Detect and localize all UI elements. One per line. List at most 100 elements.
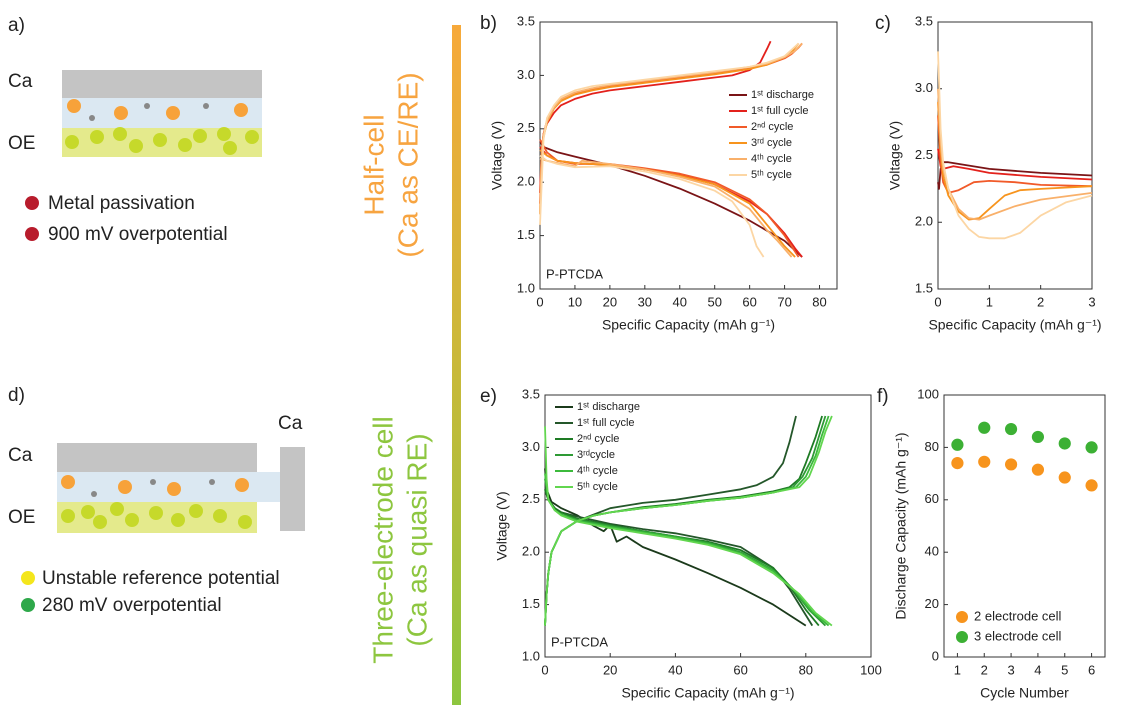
legend-label: 4ᵗʰ cycle xyxy=(751,153,792,165)
x-tick-label: 100 xyxy=(860,662,882,677)
y-tick-label: 2.0 xyxy=(517,174,535,189)
bullet xyxy=(21,571,35,585)
curve xyxy=(544,415,827,627)
x-tick-label: 6 xyxy=(1088,662,1095,677)
layer-label: Ca xyxy=(8,445,33,466)
point xyxy=(1057,436,1072,451)
y-tick-label: 40 xyxy=(925,544,939,559)
y-tick-label: 0 xyxy=(932,648,939,663)
chart: b) 1.0 1.5 2.0 2.5 3.0 3.5 0 10 20 30 40 50 60 70 80 Spe… xyxy=(480,13,838,333)
note: 280 mV overpotential xyxy=(42,595,222,616)
x-tick-label: 4 xyxy=(1034,662,1041,677)
chart: c) 1.5 2.0 2.5 3.0 3.5 0 1 2 3 Specific Capacity (… xyxy=(875,13,1102,333)
x-axis-label: Specific Capacity (mAh g⁻¹) xyxy=(621,685,794,701)
legend-label: 3 electrode cell xyxy=(974,628,1062,643)
x-tick-label: 80 xyxy=(799,662,813,677)
x-tick-label: 30 xyxy=(638,294,652,309)
y-axis-label: Voltage (V) xyxy=(494,491,510,560)
side-title: Three-electrode cell xyxy=(367,416,398,663)
y-tick-label: 80 xyxy=(925,439,939,454)
x-tick-label: 60 xyxy=(742,294,756,309)
y-tick-label: 20 xyxy=(925,596,939,611)
y-tick-label: 3.5 xyxy=(522,386,540,401)
legend-label: 4ᵗʰ cycle xyxy=(577,465,618,477)
legend-label: 2 electrode cell xyxy=(974,608,1062,623)
curve xyxy=(544,468,807,627)
point xyxy=(1031,430,1045,444)
x-axis-label: Specific Capacity (mAh g⁻¹) xyxy=(602,317,775,333)
ca-electrode xyxy=(280,447,305,531)
x-tick-label: 5 xyxy=(1061,662,1068,677)
curve xyxy=(539,42,803,258)
curve xyxy=(937,161,1093,190)
point xyxy=(1004,422,1018,436)
legend-marker xyxy=(956,611,968,623)
ca-layer xyxy=(57,443,257,472)
x-axis-label: Specific Capacity (mAh g⁻¹) xyxy=(928,317,1101,333)
side-subtitle: (Ca as quasi RE) xyxy=(401,433,432,646)
point xyxy=(977,454,992,469)
note: 900 mV overpotential xyxy=(48,224,228,245)
panel-label: a) xyxy=(8,15,25,36)
y-tick-label: 3.5 xyxy=(517,13,535,28)
legend-label: 5ᵗʰ cycle xyxy=(577,481,618,493)
x-tick-label: 2 xyxy=(1037,294,1044,309)
x-tick-label: 80 xyxy=(812,294,826,309)
bullet xyxy=(25,196,39,210)
curve xyxy=(539,42,800,258)
x-tick-label: 70 xyxy=(777,294,791,309)
panel-label: d) xyxy=(8,385,25,406)
y-tick-label: 3.0 xyxy=(915,80,933,95)
x-tick-label: 2 xyxy=(981,662,988,677)
y-tick-label: 2.5 xyxy=(915,147,933,162)
layer-label: OE xyxy=(8,133,35,154)
panel-a: a) Ca OE Metal passivation 900 mV overpo… xyxy=(8,15,262,245)
electrolyte-layer xyxy=(62,98,262,128)
divider-bar xyxy=(452,25,461,705)
y-tick-label: 1.5 xyxy=(522,596,540,611)
y-tick-label: 1.5 xyxy=(517,227,535,242)
panel-label: b) xyxy=(480,13,497,34)
chart: e) 1.0 1.5 2.0 2.5 3.0 3.5 0 20 40 60 80 100 Specific… xyxy=(480,386,882,701)
point xyxy=(1084,440,1099,455)
note: Unstable reference potential xyxy=(42,568,280,589)
curve xyxy=(937,115,1093,194)
y-tick-label: 3.5 xyxy=(915,13,933,28)
bullet xyxy=(25,227,39,241)
curve xyxy=(544,415,833,627)
side-subtitle: (Ca as CE/RE) xyxy=(392,72,423,257)
particles xyxy=(61,475,252,529)
curve xyxy=(937,51,1093,240)
x-tick-label: 10 xyxy=(568,294,582,309)
x-tick-label: 50 xyxy=(707,294,721,309)
point xyxy=(977,420,992,435)
legend-label: 3ʳᵈcycle xyxy=(577,449,615,461)
point xyxy=(1004,457,1018,472)
x-tick-label: 40 xyxy=(668,662,682,677)
panel-label: f) xyxy=(877,386,889,407)
point xyxy=(1084,478,1099,493)
legend-label: 1ˢᵗ discharge xyxy=(577,401,640,413)
curve xyxy=(937,88,1093,221)
particles xyxy=(65,99,259,155)
x-tick-label: 3 xyxy=(1088,294,1095,309)
legend-label: 3ʳᵈ cycle xyxy=(751,137,792,149)
y-tick-label: 3.0 xyxy=(517,67,535,82)
y-tick-label: 100 xyxy=(917,386,939,401)
x-axis-label: Cycle Number xyxy=(980,685,1069,701)
curve xyxy=(539,141,803,258)
x-tick-label: 40 xyxy=(673,294,687,309)
y-tick-label: 2.0 xyxy=(915,214,933,229)
y-tick-label: 2.5 xyxy=(517,120,535,135)
y-tick-label: 3.0 xyxy=(522,439,540,454)
y-tick-label: 2.0 xyxy=(522,544,540,559)
bullet xyxy=(21,598,35,612)
point xyxy=(1057,470,1072,485)
legend-label: 5ᵗʰ cycle xyxy=(751,169,792,181)
x-tick-label: 1 xyxy=(954,662,961,677)
y-tick-label: 2.5 xyxy=(522,491,540,506)
y-axis-label: Voltage (V) xyxy=(887,121,903,190)
x-tick-label: 0 xyxy=(541,662,548,677)
y-axis-label: Voltage (V) xyxy=(489,121,505,190)
